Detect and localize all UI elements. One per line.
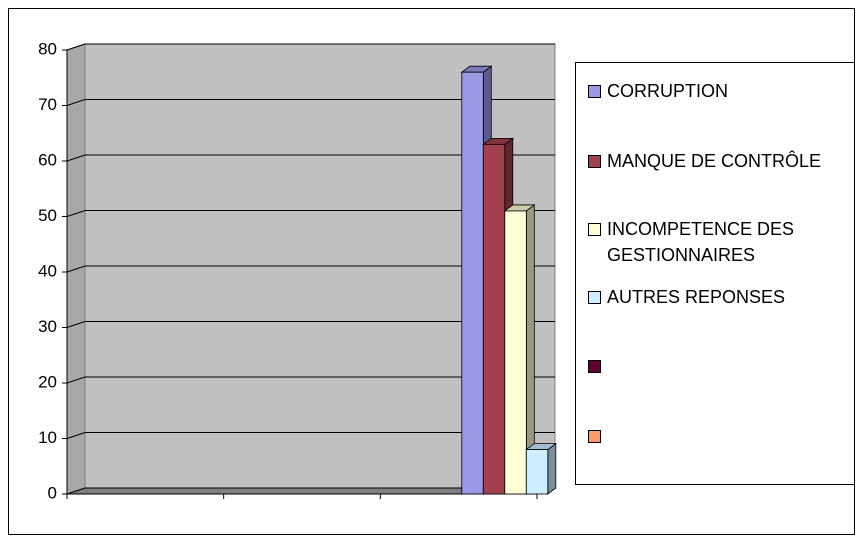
grid-line [66,154,555,162]
y-tick-label: 10 [38,428,57,447]
grid-line [66,43,555,51]
legend-entry [588,353,607,373]
bar [461,71,484,495]
legend-swatch [588,85,601,98]
legend-entry: AUTRES REPONSES [588,284,822,310]
legend-swatch [588,223,601,236]
bar-side [547,442,557,495]
legend-swatch [588,291,601,304]
legend-label: AUTRES REPONSES [607,287,786,307]
grid-line [66,99,555,106]
legend-swatch [588,430,601,443]
y-tick-label: 40 [38,261,57,280]
y-tick-label: 20 [38,372,57,391]
grid-line [66,210,555,217]
legend-entry: INCOMPETENCE DES GESTIONNAIRES [588,216,822,268]
y-tick-label: 70 [38,95,57,114]
legend-entry: MANQUE DE CONTRÔLE [588,148,822,174]
y-tick-label: 50 [38,206,57,225]
grid-line [66,265,555,273]
legend-box [575,62,855,485]
legend-label: MANQUE DE CONTRÔLE [607,151,822,171]
y-tick-label: 0 [48,483,57,502]
y-tick-label: 30 [38,317,57,336]
legend-swatch [588,360,601,373]
grid-line [66,432,555,439]
legend-entry [588,423,607,443]
bar [482,143,506,495]
y-tick-label: 80 [38,39,57,58]
legend-entry: CORRUPTION [588,78,822,104]
bar [525,449,549,495]
legend-swatch [588,155,601,168]
legend-label: CORRUPTION [607,81,728,101]
grid-line [66,376,555,384]
legend-label: INCOMPETENCE DES GESTIONNAIRES [607,219,795,265]
grid-line [66,321,555,328]
grid-line [66,487,555,495]
bar [504,210,527,495]
y-tick-label: 60 [38,150,57,169]
